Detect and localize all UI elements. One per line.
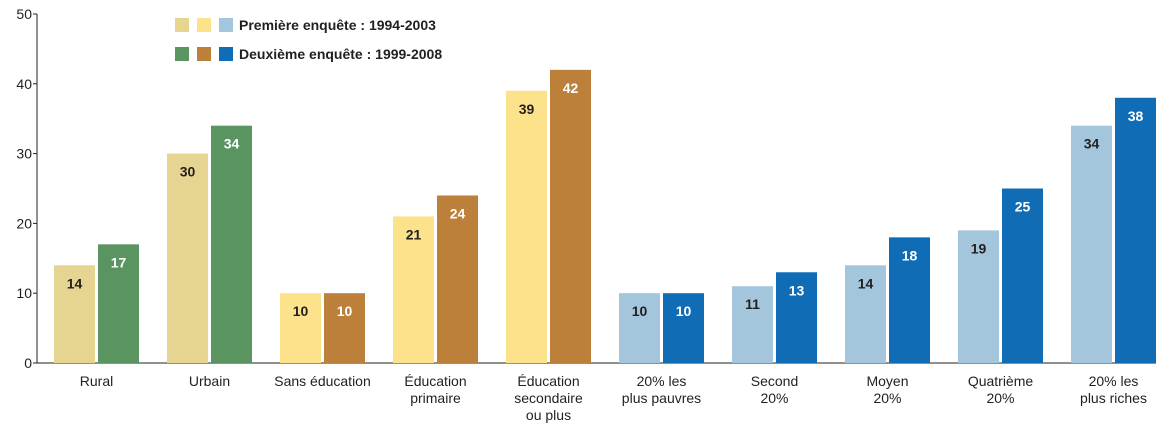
category-label: secondaire [514,390,583,406]
legend-label: Deuxième enquête : 1999-2008 [239,46,442,62]
category-label: Sans éducation [274,373,371,389]
bar [506,90,547,363]
bar [1002,188,1043,363]
category-label: Éducation [404,373,466,389]
legend-swatch [175,18,189,32]
bar [619,293,660,363]
category-label: 20% les [1089,373,1139,389]
bar [167,153,208,363]
y-tick-label: 40 [16,76,32,92]
bar-value-label: 17 [111,254,127,270]
bar [54,265,95,363]
bar [663,293,704,363]
legend-label: Première enquête : 1994-2003 [239,17,436,33]
category-label: primaire [410,390,461,406]
bar-value-label: 19 [971,240,987,256]
bar-value-label: 11 [745,296,760,312]
bar-value-label: 34 [1084,136,1100,152]
bar [280,293,321,363]
bars-group: 14 17 30 34 10 10 21 24 39 42 10 10 11 13 14 18 19 25 34 38 [54,69,1156,364]
category-label: 20% [873,390,901,406]
bar-value-label: 14 [67,275,83,291]
y-tick-label: 30 [16,146,32,162]
y-tick-label: 20 [16,215,32,231]
legend-swatch [175,47,189,61]
bar [889,237,930,363]
bar [776,272,817,363]
legend-swatch [219,18,233,32]
category-label: 20% [760,390,788,406]
bar-value-label: 21 [406,226,422,242]
bar-value-label: 10 [632,303,648,319]
category-label: Éducation [517,373,579,389]
bar-value-label: 34 [224,136,240,152]
bar [1071,125,1112,364]
bar [845,265,886,363]
bar-value-label: 10 [293,303,309,319]
bar-value-label: 42 [563,80,579,96]
bar [437,195,478,363]
bar [958,230,999,363]
category-label: Moyen [866,373,908,389]
bar [98,244,139,363]
bar [1115,97,1156,363]
bar [324,293,365,363]
legend: Première enquête : 1994-2003 Deuxième enq… [175,17,442,62]
category-label: plus riches [1080,390,1147,406]
category-label: plus pauvres [622,390,701,406]
bar [211,125,252,364]
bar-value-label: 18 [902,247,918,263]
category-label: 20% [986,390,1014,406]
category-label: 20% les [637,373,687,389]
bar-value-label: 25 [1015,199,1031,215]
category-label: Quatrième [968,373,1034,389]
y-tick-label: 10 [16,285,32,301]
bar-value-label: 10 [337,303,353,319]
y-tick-label: 0 [24,355,32,371]
bar-value-label: 10 [676,303,692,319]
category-label: Urbain [189,373,230,389]
category-label: ou plus [526,407,571,423]
category-label: Rural [80,373,113,389]
bar-value-label: 30 [180,164,196,180]
legend-swatch [219,47,233,61]
bar [393,216,434,363]
y-tick-label: 50 [16,6,32,22]
bar-value-label: 38 [1128,108,1144,124]
legend-swatch [197,47,211,61]
category-label: Second [751,373,798,389]
bar [732,286,773,363]
legend-swatch [197,18,211,32]
category-labels: Rural Urbain Sans éducation Éducationprimai… [80,373,1147,423]
bar-value-label: 14 [858,275,874,291]
bar [550,69,591,363]
bar-value-label: 39 [519,101,535,117]
bar-value-label: 24 [450,205,466,221]
bar-value-label: 13 [789,282,805,298]
